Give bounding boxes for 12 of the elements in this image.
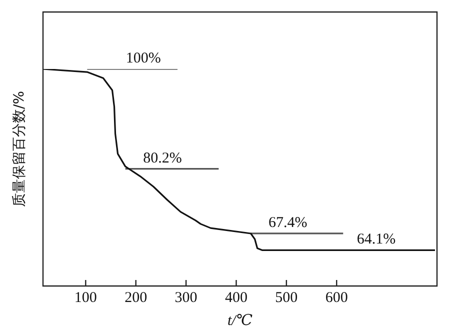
annotation: 64.1% — [356, 232, 396, 248]
x-tick-label: 600 — [325, 290, 348, 306]
x-tick-label: 500 — [275, 290, 298, 306]
x-tick-label: 400 — [224, 290, 248, 306]
annotation: 67.4% — [268, 214, 308, 231]
annotation: 100% — [126, 50, 161, 66]
x-tick-label: 100 — [74, 290, 97, 306]
y-axis-title: 质量保留百分数/% — [12, 90, 28, 208]
annotation: 80.2% — [143, 150, 182, 166]
x-tick-label: 200 — [124, 290, 148, 306]
x-axis-title: t/℃ — [227, 312, 253, 329]
x-tick-label: 300 — [174, 290, 198, 306]
